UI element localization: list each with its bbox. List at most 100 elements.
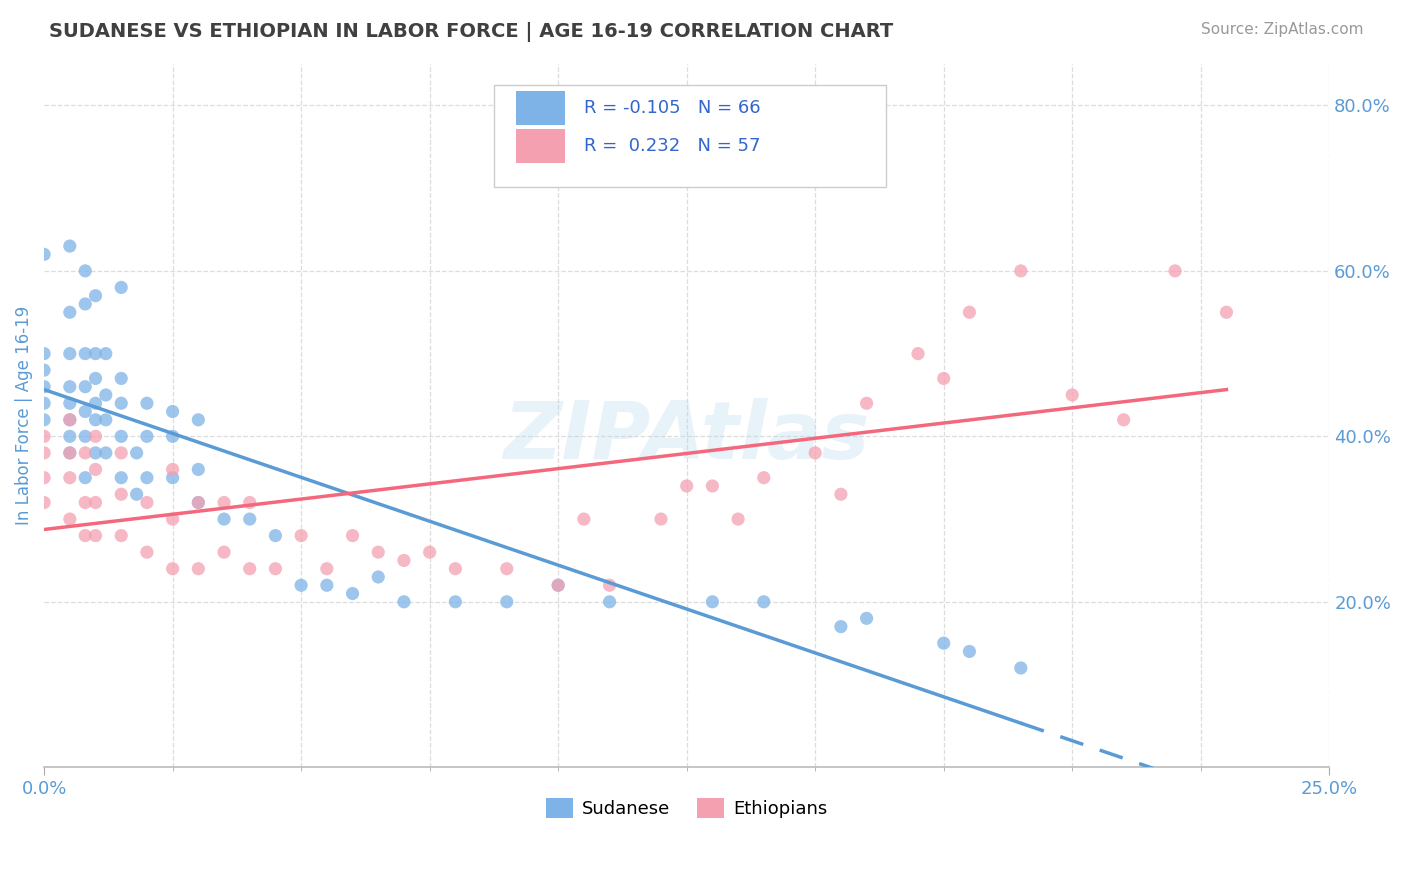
Point	[932, 636, 955, 650]
FancyBboxPatch shape	[494, 85, 886, 187]
Point	[94, 413, 117, 427]
Point	[419, 545, 441, 559]
Point	[110, 471, 132, 485]
Point	[444, 595, 467, 609]
Point	[125, 446, 148, 460]
Point	[75, 404, 97, 418]
Point	[75, 446, 97, 460]
Point	[675, 479, 697, 493]
Point	[444, 562, 467, 576]
Point	[315, 562, 337, 576]
Point	[495, 562, 517, 576]
Point	[264, 528, 287, 542]
Point	[702, 595, 724, 609]
Point	[957, 305, 980, 319]
Point	[59, 446, 82, 460]
Point	[1010, 264, 1032, 278]
Point	[75, 264, 97, 278]
Point	[84, 346, 107, 360]
Point	[342, 528, 364, 542]
Point	[59, 346, 82, 360]
Bar	[516, 92, 565, 125]
Point	[1062, 388, 1084, 402]
Point	[59, 380, 82, 394]
Point	[162, 562, 184, 576]
Point	[702, 479, 724, 493]
Point	[110, 429, 132, 443]
Point	[59, 396, 82, 410]
Point	[84, 528, 107, 542]
Point	[32, 429, 55, 443]
Point	[367, 570, 389, 584]
Point	[59, 413, 82, 427]
Point	[75, 429, 97, 443]
Point	[84, 429, 107, 443]
Point	[187, 562, 209, 576]
Point	[135, 429, 157, 443]
Point	[110, 371, 132, 385]
Bar	[516, 128, 565, 162]
Point	[110, 396, 132, 410]
Point	[84, 371, 107, 385]
Point	[32, 247, 55, 261]
Point	[1215, 305, 1237, 319]
Point	[162, 462, 184, 476]
Point	[110, 528, 132, 542]
Point	[264, 562, 287, 576]
Point	[290, 528, 312, 542]
Text: R = -0.105   N = 66: R = -0.105 N = 66	[583, 99, 761, 118]
Point	[32, 396, 55, 410]
Text: ZIPAtlas: ZIPAtlas	[503, 398, 870, 475]
Point	[32, 363, 55, 377]
Point	[59, 429, 82, 443]
Point	[315, 578, 337, 592]
Point	[32, 380, 55, 394]
Point	[212, 495, 235, 509]
Point	[32, 446, 55, 460]
Point	[84, 396, 107, 410]
Point	[59, 446, 82, 460]
Point	[727, 512, 749, 526]
Point	[1164, 264, 1187, 278]
Point	[94, 346, 117, 360]
Point	[212, 512, 235, 526]
Point	[650, 512, 672, 526]
Point	[32, 471, 55, 485]
Text: Source: ZipAtlas.com: Source: ZipAtlas.com	[1201, 22, 1364, 37]
Point	[932, 371, 955, 385]
Point	[59, 471, 82, 485]
Point	[495, 595, 517, 609]
Y-axis label: In Labor Force | Age 16-19: In Labor Force | Age 16-19	[15, 306, 32, 525]
Point	[830, 487, 852, 501]
Point	[59, 305, 82, 319]
Point	[572, 512, 595, 526]
Point	[367, 545, 389, 559]
Point	[84, 495, 107, 509]
Point	[94, 446, 117, 460]
Point	[59, 239, 82, 253]
Point	[342, 586, 364, 600]
Point	[110, 446, 132, 460]
Point	[162, 404, 184, 418]
Point	[804, 446, 827, 460]
Point	[290, 578, 312, 592]
Point	[84, 413, 107, 427]
Point	[75, 346, 97, 360]
Point	[125, 487, 148, 501]
Point	[599, 595, 621, 609]
Point	[75, 297, 97, 311]
Point	[75, 495, 97, 509]
Point	[752, 595, 775, 609]
Point	[162, 429, 184, 443]
Text: SUDANESE VS ETHIOPIAN IN LABOR FORCE | AGE 16-19 CORRELATION CHART: SUDANESE VS ETHIOPIAN IN LABOR FORCE | A…	[49, 22, 893, 42]
Point	[830, 619, 852, 633]
Point	[32, 413, 55, 427]
Point	[599, 578, 621, 592]
Point	[75, 471, 97, 485]
Point	[135, 545, 157, 559]
Point	[84, 446, 107, 460]
Point	[239, 495, 262, 509]
Point	[75, 528, 97, 542]
Point	[1112, 413, 1135, 427]
Point	[855, 396, 877, 410]
